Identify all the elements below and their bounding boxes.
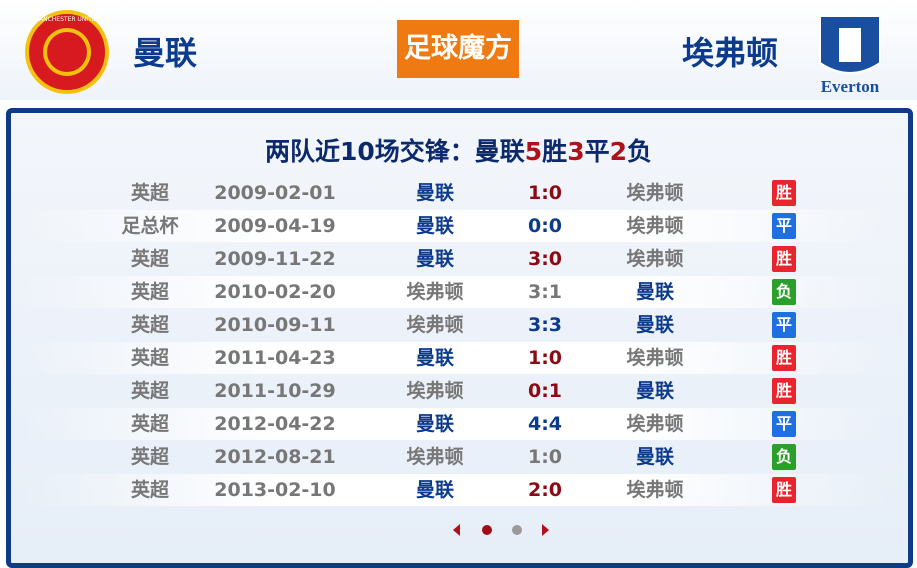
table-row: 英超 2013-02-10 曼联 2:0 埃弗顿 胜	[20, 474, 890, 506]
table-row: 英超 2009-02-01 曼联 1:0 埃弗顿 胜	[20, 177, 890, 209]
result-badge: 负	[772, 279, 796, 305]
score: 3:1	[527, 281, 563, 303]
home-team: 埃弗顿	[406, 446, 464, 468]
competition: 英超	[130, 314, 169, 336]
home-team: 埃弗顿	[406, 281, 464, 303]
table-row: 英超 2011-04-23 曼联 1:0 埃弗顿 胜	[20, 342, 890, 374]
score: 1:0	[527, 347, 563, 369]
away-team: 曼联	[635, 314, 674, 336]
competition: 英超	[130, 446, 169, 468]
result-badge: 胜	[772, 378, 796, 404]
away-team: 埃弗顿	[626, 248, 684, 270]
home-team: 曼联	[415, 479, 454, 501]
title-part: 3	[567, 137, 585, 166]
result-badge: 负	[772, 444, 796, 470]
title-part: 平	[584, 137, 610, 166]
title-part: 2	[609, 137, 628, 166]
competition: 英超	[130, 182, 169, 204]
title-part: 两队近10场交锋：曼联	[264, 137, 525, 166]
away-team: 曼联	[635, 281, 674, 303]
table-row: 英超 2012-04-22 曼联 4:4 埃弗顿 平	[20, 408, 890, 440]
score: 1:0	[527, 182, 563, 204]
competition: 英超	[130, 347, 169, 369]
date: 2013-02-10	[214, 479, 336, 501]
date: 2010-09-11	[214, 314, 336, 336]
date: 2012-04-22	[214, 413, 336, 435]
date: 2009-04-19	[214, 215, 336, 237]
table-row: 英超 2012-08-21 埃弗顿 1:0 曼联 负	[20, 441, 890, 473]
home-team: 曼联	[415, 215, 454, 237]
result-badge: 胜	[772, 180, 796, 206]
away-team: 埃弗顿	[626, 347, 684, 369]
table-row: 英超 2010-02-20 埃弗顿 3:1 曼联 负	[20, 276, 890, 308]
date: 2011-04-23	[214, 347, 336, 369]
result-badge: 胜	[772, 345, 796, 371]
table-row: 英超 2011-10-29 埃弗顿 0:1 曼联 胜	[20, 375, 890, 407]
away-logo: Everton	[819, 15, 881, 96]
away-team: 埃弗顿	[626, 479, 684, 501]
competition: 英超	[130, 380, 169, 402]
prev-arrow[interactable]	[453, 524, 460, 536]
competition: 英超	[130, 281, 169, 303]
away-team: 埃弗顿	[626, 413, 684, 435]
score: 0:1	[527, 380, 563, 402]
away-team: 埃弗顿	[682, 34, 779, 72]
score: 3:3	[527, 314, 563, 336]
title: 两队近10场交锋：曼联5胜3平2负	[0, 132, 917, 168]
result-badge: 平	[772, 411, 796, 437]
home-team: 埃弗顿	[406, 380, 464, 402]
home-logo-text: MANCHESTER UNITED	[34, 16, 101, 23]
date: 2009-02-01	[214, 182, 336, 204]
home-team: 曼联	[415, 413, 454, 435]
date: 2012-08-21	[214, 446, 336, 468]
table-row: 英超 2009-11-22 曼联 3:0 埃弗顿 胜	[20, 243, 890, 275]
competition: 英超	[130, 413, 169, 435]
page-dot[interactable]	[482, 525, 492, 535]
next-arrow[interactable]	[542, 524, 549, 536]
competition: 英超	[130, 248, 169, 270]
title-part: 胜	[542, 137, 568, 166]
brand[interactable]: 足球魔方	[397, 20, 519, 78]
result-badge: 胜	[772, 246, 796, 272]
away-team: 埃弗顿	[626, 215, 684, 237]
result-badge: 平	[772, 312, 796, 338]
away-team: 埃弗顿	[626, 182, 684, 204]
title-part: 5	[524, 137, 543, 166]
home-team: 曼联	[415, 182, 454, 204]
home-logo: MANCHESTER UNITED	[25, 10, 109, 94]
score: 3:0	[527, 248, 563, 270]
home-team: 曼联	[133, 34, 198, 72]
home-team: 埃弗顿	[406, 314, 464, 336]
competition: 英超	[130, 479, 169, 501]
result-badge: 胜	[772, 477, 796, 503]
score: 4:4	[527, 413, 563, 435]
table-row: 英超 2010-09-11 埃弗顿 3:3 曼联 平	[20, 309, 890, 341]
home-team: 曼联	[415, 248, 454, 270]
date: 2011-10-29	[214, 380, 336, 402]
result-badge: 平	[772, 213, 796, 239]
score: 0:0	[527, 215, 563, 237]
away-team: 曼联	[635, 446, 674, 468]
away-team: 曼联	[635, 380, 674, 402]
competition: 足总杯	[121, 215, 179, 237]
away-logo-text: Everton	[821, 77, 880, 96]
home-team: 曼联	[415, 347, 454, 369]
title-part: 负	[627, 137, 653, 166]
pager	[453, 524, 549, 536]
page-dot[interactable]	[512, 525, 522, 535]
score: 2:0	[527, 479, 563, 501]
header: MANCHESTER UNITED 曼联 足球魔方 埃弗顿 Everton	[0, 0, 917, 100]
date: 2010-02-20	[214, 281, 336, 303]
score: 1:0	[527, 446, 563, 468]
date: 2009-11-22	[214, 248, 336, 270]
table-row: 足总杯 2009-04-19 曼联 0:0 埃弗顿 平	[20, 210, 890, 242]
